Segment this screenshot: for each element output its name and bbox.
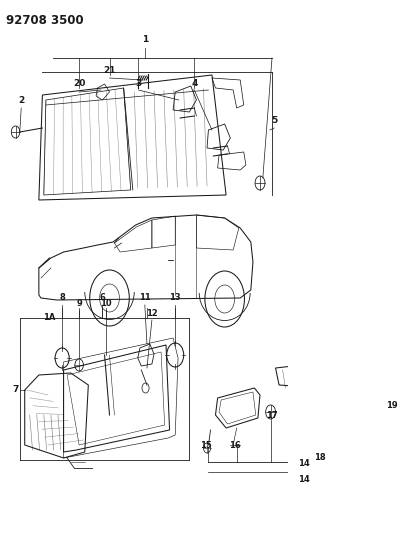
Text: 12: 12 [146,309,158,318]
Text: 16: 16 [229,441,241,450]
Text: 13: 13 [169,293,181,302]
Text: 1A: 1A [43,313,55,322]
Text: 2: 2 [18,96,24,105]
Text: 3: 3 [135,79,142,88]
Text: 1: 1 [142,35,148,44]
Text: 20: 20 [73,79,85,88]
Text: 8: 8 [59,293,65,302]
Text: 15: 15 [200,441,212,450]
Text: 18: 18 [313,453,325,462]
Text: 21: 21 [103,66,116,75]
Text: 14: 14 [298,459,310,468]
Text: 6: 6 [100,293,105,302]
Text: 10: 10 [100,299,112,308]
Text: 7: 7 [12,385,19,394]
Text: 14: 14 [298,475,310,484]
Text: 19: 19 [386,401,398,410]
Text: 92708 3500: 92708 3500 [6,14,83,27]
Text: 5: 5 [271,116,277,125]
Text: 11: 11 [139,293,151,302]
Text: 17: 17 [266,411,278,420]
Text: 4: 4 [191,79,197,88]
Text: 9: 9 [76,299,82,308]
